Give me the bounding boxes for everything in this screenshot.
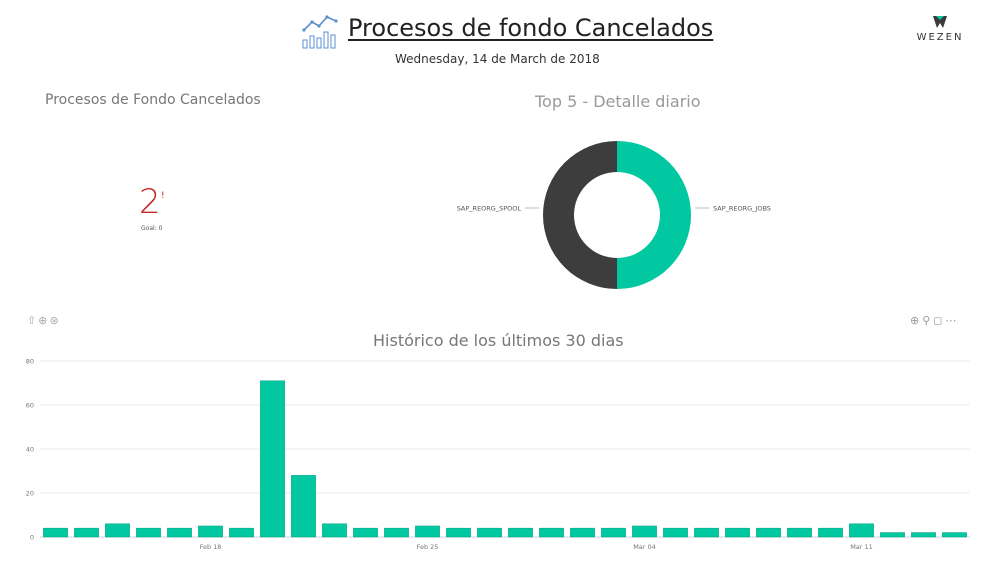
bar[interactable] bbox=[849, 523, 874, 538]
pin-icon[interactable]: ⚲ bbox=[922, 314, 934, 327]
y-tick-label: 20 bbox=[26, 490, 34, 498]
kpi-goal: Goal: 0 bbox=[141, 225, 163, 232]
bar[interactable] bbox=[570, 527, 595, 538]
bar[interactable] bbox=[322, 523, 347, 538]
company-logo: WEZEN bbox=[915, 14, 965, 43]
bar[interactable] bbox=[415, 525, 440, 538]
bar[interactable] bbox=[663, 527, 688, 538]
bar[interactable] bbox=[508, 527, 533, 538]
drill-down-icon[interactable]: ⊕ bbox=[38, 314, 50, 327]
expand-icon[interactable]: ⊛ bbox=[49, 314, 61, 327]
bar[interactable] bbox=[384, 527, 409, 538]
y-tick-label: 40 bbox=[26, 446, 34, 454]
bar[interactable] bbox=[167, 527, 192, 538]
drill-up-icon[interactable]: ⇧ bbox=[27, 314, 39, 327]
x-tick-label: Feb 18 bbox=[200, 543, 222, 551]
bar[interactable] bbox=[446, 527, 471, 538]
bar-chart[interactable]: 0 20 40 60 80 Feb 18 Feb 25 Mar 04 Mar 11 bbox=[0, 350, 995, 575]
logo-text: WEZEN bbox=[916, 32, 964, 43]
x-tick-label: Mar 04 bbox=[633, 543, 656, 551]
page-title: Procesos de fondo Cancelados bbox=[348, 14, 714, 42]
bar[interactable] bbox=[694, 527, 719, 538]
bar[interactable] bbox=[74, 527, 99, 538]
bar[interactable] bbox=[911, 532, 936, 538]
bar-chart-title: Histórico de los últimos 30 dias bbox=[373, 331, 624, 350]
bar[interactable] bbox=[539, 527, 564, 538]
wezen-logo-icon bbox=[933, 16, 947, 28]
kpi-card[interactable]: 2 ! Goal: 0 bbox=[139, 182, 165, 232]
kpi-title: Procesos de Fondo Cancelados bbox=[45, 92, 261, 108]
bar[interactable] bbox=[756, 527, 781, 538]
donut-chart-title: Top 5 - Detalle diario bbox=[535, 92, 701, 111]
bar[interactable] bbox=[136, 527, 161, 538]
x-tick-label: Mar 11 bbox=[850, 543, 873, 551]
kpi-value: 2 bbox=[139, 182, 161, 222]
visual-header-left: ⇧⊕⊛ bbox=[27, 314, 61, 327]
line-bar-chart-icon bbox=[300, 12, 340, 50]
donut-slice[interactable] bbox=[617, 141, 691, 289]
bar[interactable] bbox=[601, 527, 626, 538]
bar[interactable] bbox=[229, 527, 254, 538]
bar[interactable] bbox=[818, 527, 843, 538]
donut-label: SAP_REORG_SPOOL bbox=[457, 205, 522, 213]
focus-mode-icon[interactable]: ◻ bbox=[933, 314, 946, 327]
bar[interactable] bbox=[105, 523, 130, 538]
donut-chart[interactable]: SAP_REORG_JOBS SAP_REORG_SPOOL bbox=[420, 125, 820, 300]
x-tick-label: Feb 25 bbox=[417, 543, 439, 551]
more-options-icon[interactable]: ⋯ bbox=[945, 314, 960, 327]
bar[interactable] bbox=[43, 527, 68, 538]
visual-header-right: ⊕⚲◻⋯ bbox=[910, 314, 959, 327]
drill-mode-icon[interactable]: ⊕ bbox=[910, 314, 923, 327]
y-tick-label: 60 bbox=[26, 402, 34, 410]
bar[interactable] bbox=[942, 532, 967, 538]
bar[interactable] bbox=[787, 527, 812, 538]
report-date: Wednesday, 14 de March de 2018 bbox=[395, 52, 600, 66]
bar[interactable] bbox=[353, 527, 378, 538]
bar[interactable] bbox=[291, 475, 316, 538]
bar[interactable] bbox=[880, 532, 905, 538]
bar[interactable] bbox=[632, 525, 657, 538]
y-tick-label: 80 bbox=[26, 358, 34, 366]
donut-label: SAP_REORG_JOBS bbox=[713, 205, 771, 213]
bar[interactable] bbox=[198, 525, 223, 538]
bar[interactable] bbox=[260, 380, 285, 538]
kpi-alert-indicator: ! bbox=[161, 191, 165, 201]
bar[interactable] bbox=[725, 527, 750, 538]
bar[interactable] bbox=[477, 527, 502, 538]
y-tick-label: 0 bbox=[30, 534, 34, 542]
donut-slice[interactable] bbox=[543, 141, 617, 289]
